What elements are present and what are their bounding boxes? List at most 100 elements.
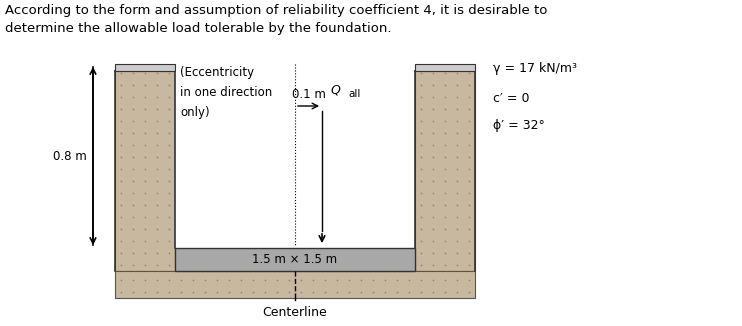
Point: [343, 277, 355, 283]
Bar: [175, 71, 415, 248]
Point: [451, 226, 463, 231]
Point: [415, 130, 427, 136]
Point: [427, 95, 439, 100]
Point: [163, 118, 175, 124]
Point: [151, 106, 163, 111]
Point: [127, 190, 139, 196]
Point: [451, 118, 463, 124]
Point: [163, 130, 175, 136]
Point: [151, 155, 163, 160]
Point: [151, 226, 163, 231]
Point: [115, 106, 127, 111]
Point: [139, 277, 151, 283]
Point: [415, 118, 427, 124]
Point: [319, 277, 331, 283]
Point: [427, 277, 439, 283]
Point: [139, 82, 151, 88]
Bar: [115, 64, 175, 71]
Point: [115, 190, 127, 196]
Point: [415, 289, 427, 295]
Point: [451, 215, 463, 220]
Point: [127, 118, 139, 124]
Bar: [175, 248, 415, 271]
Bar: [415, 64, 475, 71]
Point: [463, 226, 475, 231]
Point: [151, 215, 163, 220]
Text: only): only): [180, 106, 210, 119]
Point: [415, 95, 427, 100]
Point: [115, 178, 127, 184]
Point: [427, 190, 439, 196]
Point: [139, 118, 151, 124]
Point: [463, 95, 475, 100]
Point: [127, 250, 139, 256]
Point: [427, 226, 439, 231]
Point: [295, 289, 307, 295]
Text: γ = 17 kN/m³: γ = 17 kN/m³: [493, 62, 577, 75]
Point: [199, 289, 211, 295]
Point: [415, 250, 427, 256]
Point: [427, 250, 439, 256]
Point: [163, 190, 175, 196]
Point: [115, 95, 127, 100]
Point: [151, 142, 163, 148]
Point: [187, 289, 199, 295]
Point: [163, 226, 175, 231]
Point: [115, 215, 127, 220]
Point: [415, 202, 427, 208]
Point: [139, 155, 151, 160]
Point: [163, 95, 175, 100]
Point: [463, 215, 475, 220]
Point: [139, 166, 151, 171]
Point: [415, 277, 427, 283]
Point: [283, 289, 295, 295]
Text: ϕ′ = 32°: ϕ′ = 32°: [493, 119, 545, 132]
Point: [139, 142, 151, 148]
Text: c′ = 0: c′ = 0: [493, 92, 530, 105]
Point: [355, 277, 367, 283]
Point: [115, 130, 127, 136]
Point: [427, 262, 439, 268]
Point: [115, 166, 127, 171]
Point: [415, 178, 427, 184]
Point: [151, 95, 163, 100]
Point: [463, 166, 475, 171]
Point: [427, 106, 439, 111]
Point: [427, 82, 439, 88]
Point: [427, 70, 439, 76]
Text: in one direction: in one direction: [180, 86, 272, 99]
Point: [451, 130, 463, 136]
Point: [463, 238, 475, 244]
Point: [175, 277, 187, 283]
Point: [463, 142, 475, 148]
Point: [391, 277, 403, 283]
Point: [127, 155, 139, 160]
Point: [403, 289, 415, 295]
Point: [427, 166, 439, 171]
Point: [451, 190, 463, 196]
Point: [439, 238, 451, 244]
Point: [139, 130, 151, 136]
Point: [151, 262, 163, 268]
Point: [271, 289, 283, 295]
Bar: [115, 71, 175, 271]
Point: [427, 118, 439, 124]
Point: [451, 238, 463, 244]
Point: [271, 277, 283, 283]
Text: all: all: [348, 89, 361, 99]
Point: [235, 289, 247, 295]
Point: [151, 202, 163, 208]
Point: [451, 155, 463, 160]
Point: [127, 277, 139, 283]
Point: [199, 277, 211, 283]
Point: [451, 82, 463, 88]
Point: [115, 142, 127, 148]
Point: [163, 178, 175, 184]
Point: [331, 277, 343, 283]
Point: [115, 262, 127, 268]
Point: [259, 277, 271, 283]
Point: [247, 277, 259, 283]
Point: [151, 238, 163, 244]
Point: [319, 289, 331, 295]
Point: [139, 178, 151, 184]
